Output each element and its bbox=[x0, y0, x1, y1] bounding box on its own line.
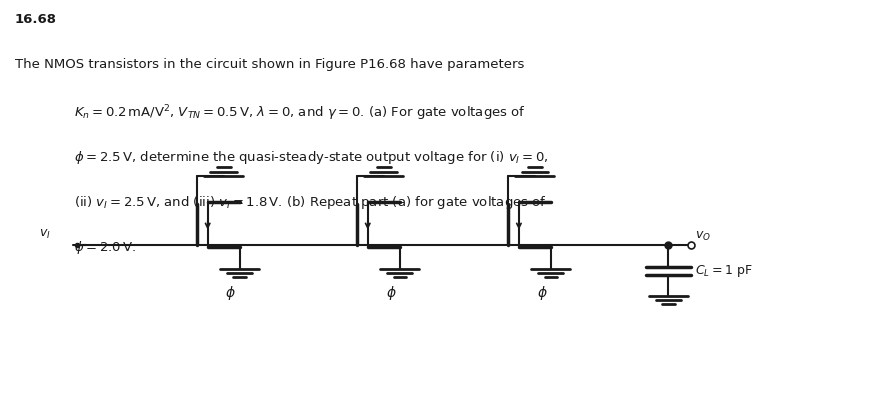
Text: $\phi$: $\phi$ bbox=[537, 284, 548, 302]
Text: (ii) $v_I = 2.5\,\mathrm{V}$, and (iii) $v_I = 1.8\,\mathrm{V}$. (b) Repeat part: (ii) $v_I = 2.5\,\mathrm{V}$, and (iii) … bbox=[74, 194, 547, 211]
Text: $\phi$: $\phi$ bbox=[226, 284, 236, 302]
Text: $\phi = 2.5\,\mathrm{V}$, determine the quasi-steady-state output voltage for (i: $\phi = 2.5\,\mathrm{V}$, determine the … bbox=[74, 149, 549, 166]
Text: $\phi$: $\phi$ bbox=[385, 284, 396, 302]
Text: 16.68: 16.68 bbox=[15, 13, 57, 26]
Text: $C_L = 1$ pF: $C_L = 1$ pF bbox=[695, 263, 753, 279]
Text: $v_I$: $v_I$ bbox=[38, 228, 50, 241]
Text: The NMOS transistors in the circuit shown in Figure P16.68 have parameters: The NMOS transistors in the circuit show… bbox=[15, 58, 524, 71]
Text: $\phi = 2.0\,\mathrm{V}$.: $\phi = 2.0\,\mathrm{V}$. bbox=[74, 239, 136, 256]
Text: $K_n = 0.2\,\mathrm{mA/V^2}$, $V_{TN} = 0.5\,\mathrm{V}$, $\lambda = 0$, and $\g: $K_n = 0.2\,\mathrm{mA/V^2}$, $V_{TN} = … bbox=[74, 104, 526, 123]
Text: $v_O$: $v_O$ bbox=[695, 230, 711, 243]
